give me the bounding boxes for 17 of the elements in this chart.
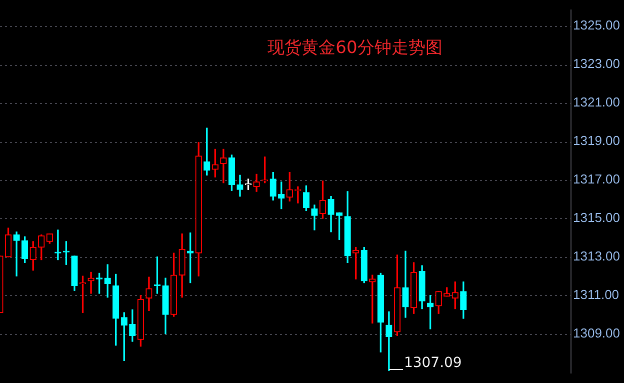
candlestick xyxy=(88,272,94,294)
candlestick xyxy=(13,232,20,276)
y-tick-label: 1321.00 xyxy=(573,94,620,110)
candlestick xyxy=(104,264,111,298)
y-tick-label: 1325.00 xyxy=(573,18,620,33)
candlestick xyxy=(386,311,392,371)
y-tick-label: 1323.00 xyxy=(573,56,620,72)
candlestick xyxy=(220,148,227,184)
annotation: 1307.09 xyxy=(404,355,462,372)
candlestick xyxy=(54,230,62,260)
y-tick-label: 1317.00 xyxy=(573,172,620,187)
y-tick-label: 1313.00 xyxy=(573,248,620,264)
y-tick-label: 1311.00 xyxy=(573,286,620,302)
y-tick-label: 1309.00 xyxy=(573,325,620,340)
y-tick-label: 1315.00 xyxy=(573,210,620,225)
text: 现货黄金60分钟走势图 xyxy=(268,38,442,58)
y-tick-label: 1319.00 xyxy=(573,133,620,148)
